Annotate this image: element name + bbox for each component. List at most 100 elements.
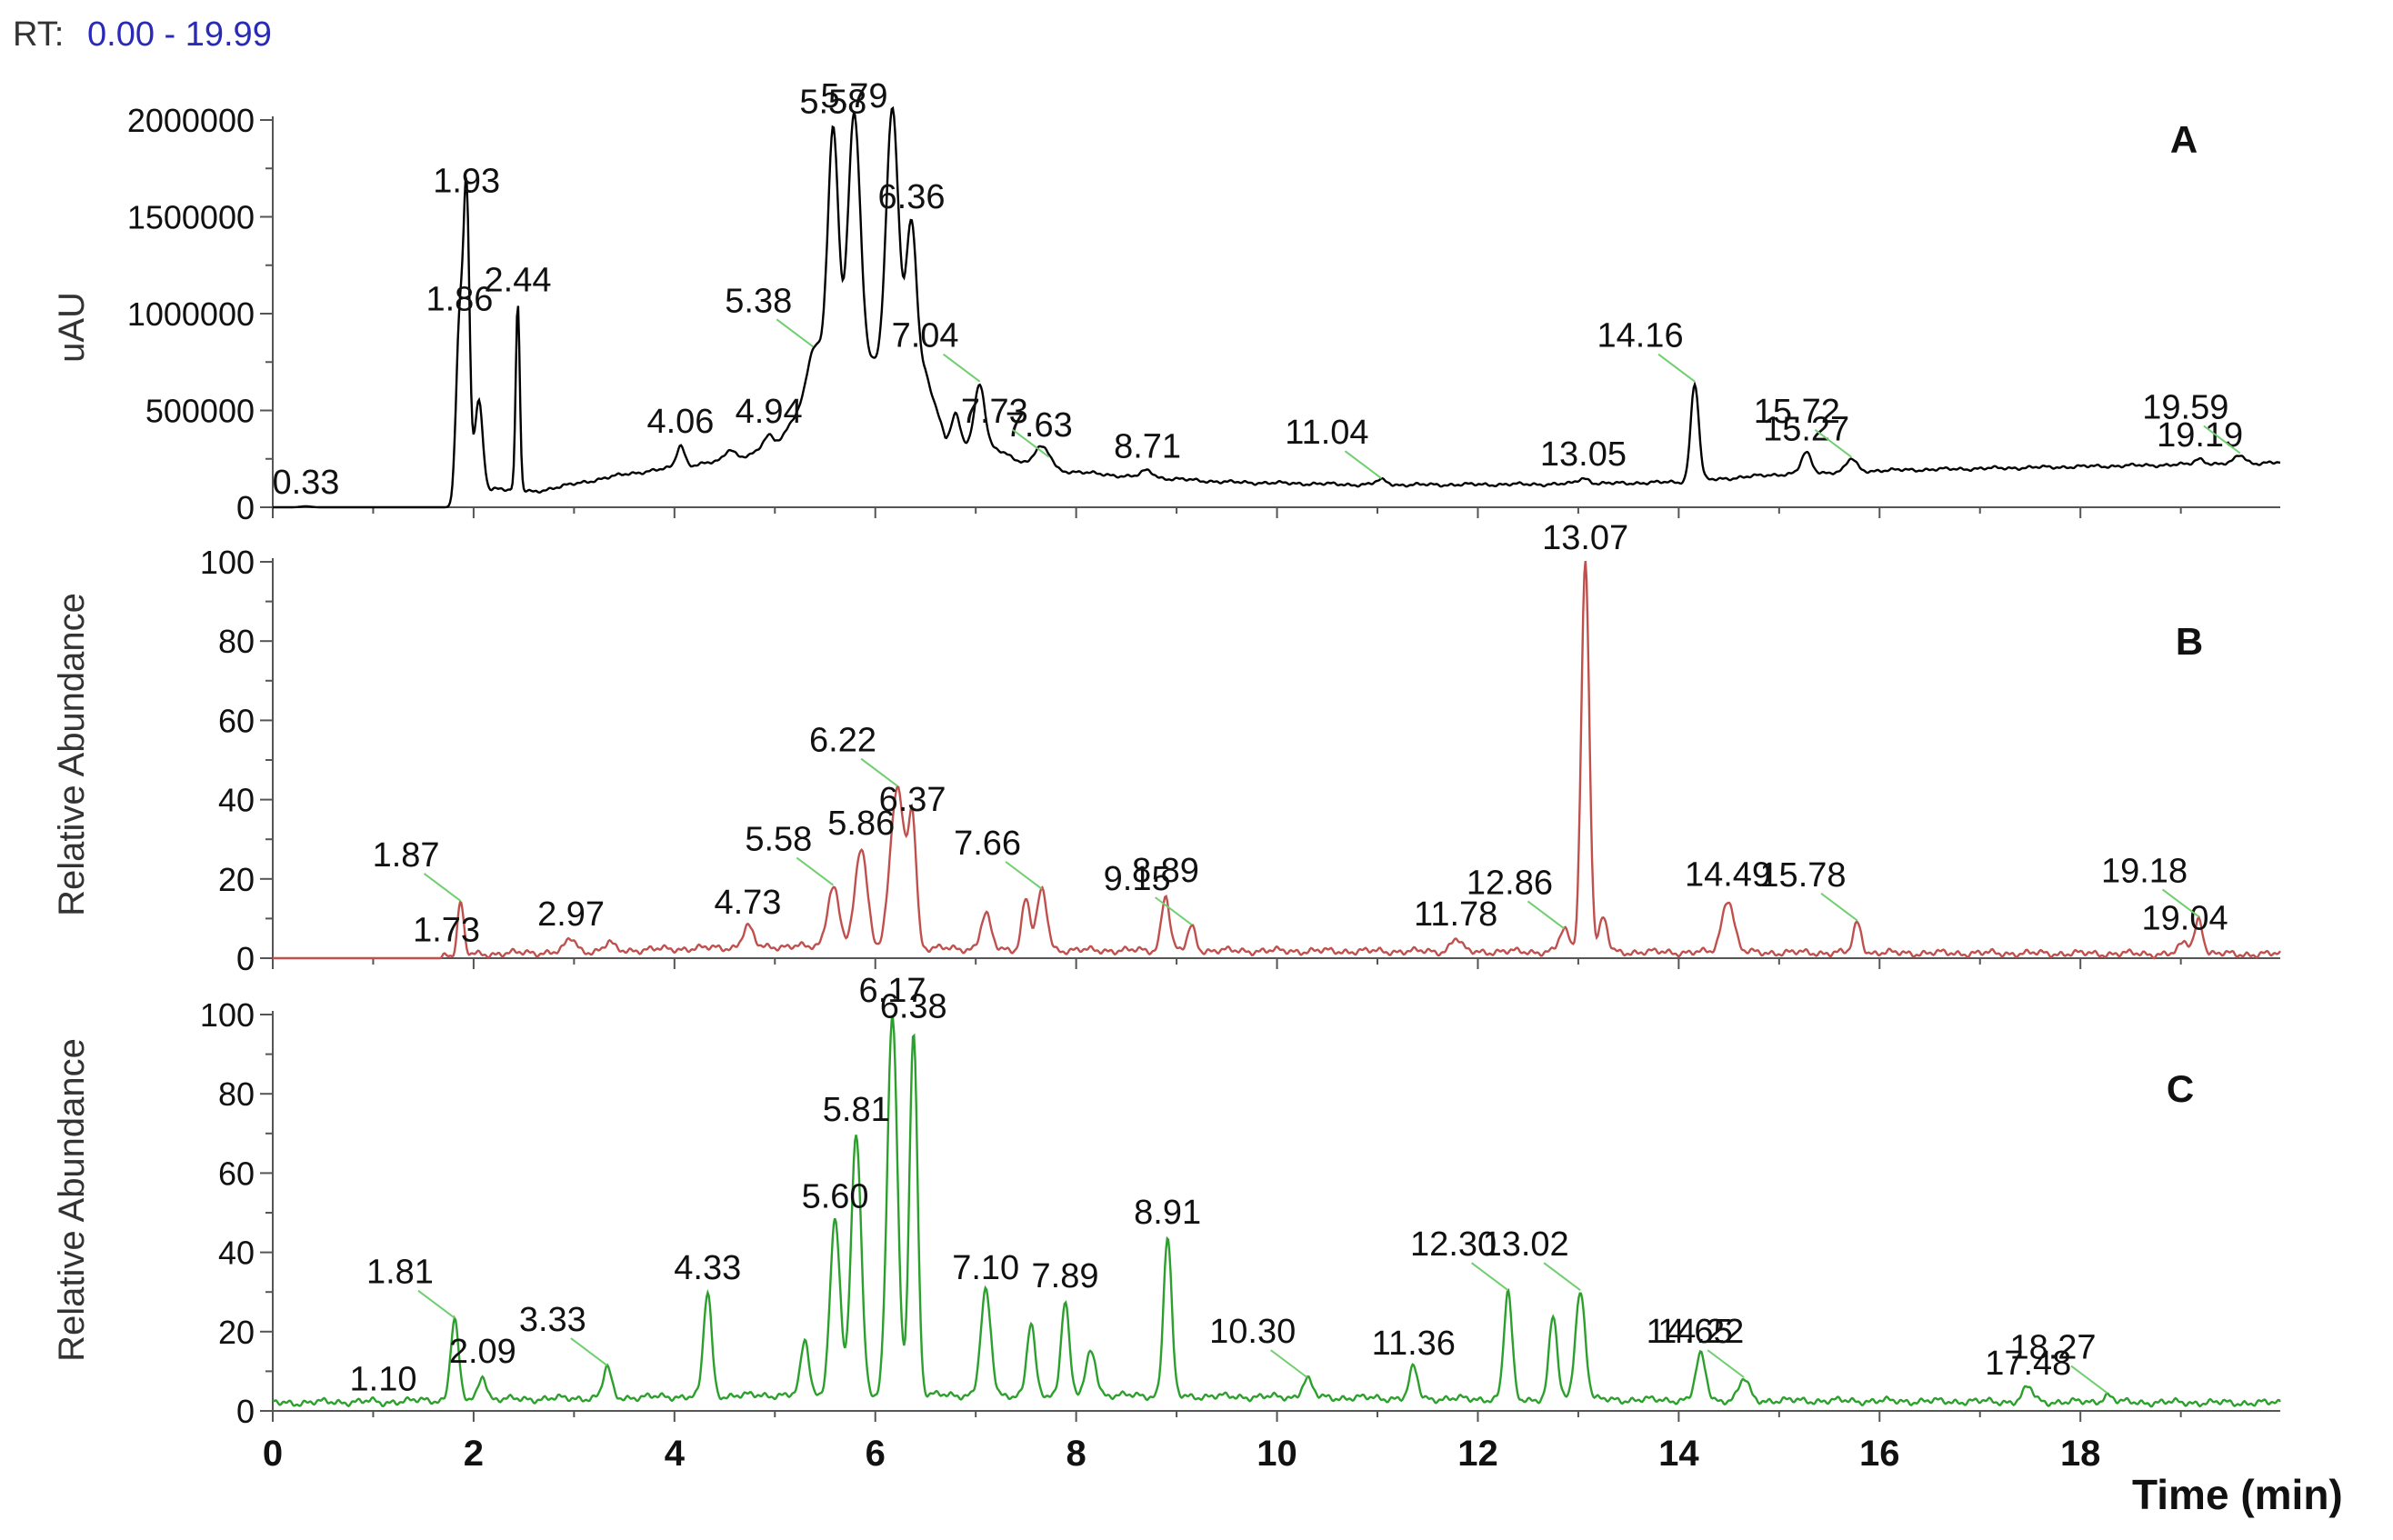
panel-a-trace bbox=[273, 105, 2280, 509]
peak-label: 1.81 bbox=[366, 1254, 434, 1292]
y-tick-label: 1000000 bbox=[127, 295, 255, 333]
y-tick-label: 1500000 bbox=[127, 199, 255, 236]
panel-a: uAU A 0 500000 1000000 1500000 2000000 1.86 1.… bbox=[52, 77, 2280, 526]
x-tick-label: 6 bbox=[866, 1434, 886, 1474]
y-tick-label: 20 bbox=[218, 861, 255, 898]
peak-label: 0.33 bbox=[272, 464, 339, 502]
peak-label: 6.38 bbox=[880, 987, 947, 1025]
peak-leader bbox=[860, 757, 898, 787]
peak-leader bbox=[1657, 353, 1696, 383]
y-tick-label: 2000000 bbox=[127, 102, 255, 139]
peak-leader bbox=[2203, 425, 2241, 455]
peak-label: 19.18 bbox=[2101, 852, 2188, 890]
peak-label: 2.09 bbox=[449, 1333, 516, 1371]
peak-leader bbox=[1012, 428, 1050, 458]
peak-label: 2.44 bbox=[485, 261, 552, 299]
peak-label: 7.63 bbox=[1006, 406, 1073, 445]
peak-leader bbox=[2070, 1365, 2108, 1395]
peak-label: 4.33 bbox=[674, 1249, 741, 1287]
y-tick-label: 500000 bbox=[145, 393, 255, 430]
peak-label: 8.71 bbox=[1114, 428, 1181, 466]
peak-label: 8.91 bbox=[1134, 1194, 1201, 1232]
peak-label: 15.78 bbox=[1759, 856, 1846, 895]
peak-label: 4.06 bbox=[646, 403, 714, 441]
peak-leader bbox=[1155, 896, 1193, 925]
peak-label: 1.73 bbox=[413, 912, 480, 950]
x-tick-label: 10 bbox=[1257, 1434, 1297, 1474]
x-tick-label: 16 bbox=[1859, 1434, 1900, 1474]
x-tick-label: 8 bbox=[1066, 1434, 1086, 1474]
panel-c-label: C bbox=[2167, 1067, 2194, 1110]
peak-label: 1.86 bbox=[426, 281, 493, 319]
peak-label: 14.16 bbox=[1597, 317, 1683, 355]
y-tick-label: 100 bbox=[200, 996, 255, 1034]
y-tick-label: 20 bbox=[218, 1314, 255, 1351]
peak-label: 10.30 bbox=[1209, 1313, 1296, 1351]
x-axis-title: Time (min) bbox=[2132, 1471, 2343, 1518]
peak-leader bbox=[1005, 861, 1043, 890]
peak-label: 7.73 bbox=[961, 393, 1028, 431]
peak-label: 5.79 bbox=[821, 77, 888, 115]
panel-b-ylabel: Relative Abundance bbox=[52, 593, 92, 916]
peak-leader bbox=[1707, 1349, 1745, 1378]
peak-label: 9.15 bbox=[1104, 860, 1171, 898]
peak-label: 3.33 bbox=[519, 1301, 586, 1339]
peak-label: 6.22 bbox=[809, 722, 876, 760]
y-tick-label: 80 bbox=[218, 623, 255, 660]
peak-leader bbox=[1270, 1349, 1308, 1378]
peak-leader bbox=[1820, 892, 1858, 922]
panel-c: Relative Abundance C Time (min) 0 20 40 60 8… bbox=[52, 972, 2343, 1518]
peak-label: 18.27 bbox=[2009, 1329, 2096, 1367]
y-tick-label: 0 bbox=[236, 1393, 255, 1430]
peak-label: 15.72 bbox=[1754, 393, 1840, 431]
x-tick-label: 18 bbox=[2060, 1434, 2101, 1474]
peak-label: 13.05 bbox=[1540, 435, 1627, 474]
peak-label: 8.89 bbox=[1132, 852, 1199, 890]
peak-label: 15.27 bbox=[1763, 410, 1849, 448]
peak-label: 2.97 bbox=[537, 895, 605, 934]
peak-label: 19.19 bbox=[2157, 416, 2243, 455]
peak-label: 14.22 bbox=[1657, 1313, 1744, 1351]
peak-label: 1.93 bbox=[433, 163, 500, 201]
peak-label: 5.38 bbox=[725, 282, 792, 320]
peak-label: 13.02 bbox=[1483, 1225, 1569, 1264]
peak-label: 19.59 bbox=[2142, 388, 2228, 426]
rt-label: RT: bbox=[13, 15, 64, 54]
peak-label: 5.81 bbox=[823, 1091, 890, 1129]
y-tick-label: 60 bbox=[218, 1155, 255, 1192]
peak-leader bbox=[570, 1337, 608, 1366]
peak-label: 11.04 bbox=[1285, 414, 1368, 452]
y-tick-label: 40 bbox=[218, 1235, 255, 1272]
rt-range: 0.00 - 19.99 bbox=[87, 15, 272, 54]
peak-leader bbox=[1470, 1262, 1509, 1291]
peak-leader bbox=[1814, 428, 1852, 458]
y-tick-label: 0 bbox=[236, 940, 255, 977]
panel-b-trace bbox=[273, 560, 2281, 960]
peak-label: 7.10 bbox=[952, 1249, 1019, 1287]
peak-leader bbox=[1543, 1262, 1581, 1291]
x-tick-label: 2 bbox=[464, 1434, 484, 1474]
peak-label: 11.78 bbox=[1414, 895, 1497, 934]
peak-label: 17.48 bbox=[1985, 1345, 2071, 1383]
y-tick-label: 100 bbox=[200, 544, 255, 581]
peak-label: 11.36 bbox=[1372, 1325, 1456, 1363]
peak-leader bbox=[943, 353, 981, 383]
peak-label: 5.58 bbox=[745, 821, 812, 859]
panel-c-ylabel: Relative Abundance bbox=[52, 1038, 92, 1362]
peak-label: 5.86 bbox=[827, 805, 895, 843]
panel-a-ylabel: uAU bbox=[52, 292, 92, 363]
peak-label: 14.49 bbox=[1685, 856, 1771, 895]
peak-label: 5.60 bbox=[802, 1178, 869, 1216]
peak-label: 14.65 bbox=[1647, 1313, 1733, 1351]
peak-leader bbox=[1344, 450, 1383, 479]
peak-label: 1.87 bbox=[373, 836, 440, 875]
peak-label: 4.94 bbox=[736, 393, 803, 431]
peak-label: 6.37 bbox=[879, 781, 946, 819]
peak-leader bbox=[796, 856, 834, 886]
peak-leader bbox=[417, 1289, 456, 1319]
peak-label: 13.07 bbox=[1542, 519, 1628, 557]
peak-label: 12.30 bbox=[1410, 1225, 1497, 1264]
x-tick-label: 12 bbox=[1457, 1434, 1498, 1474]
x-tick-label: 14 bbox=[1658, 1434, 1699, 1474]
